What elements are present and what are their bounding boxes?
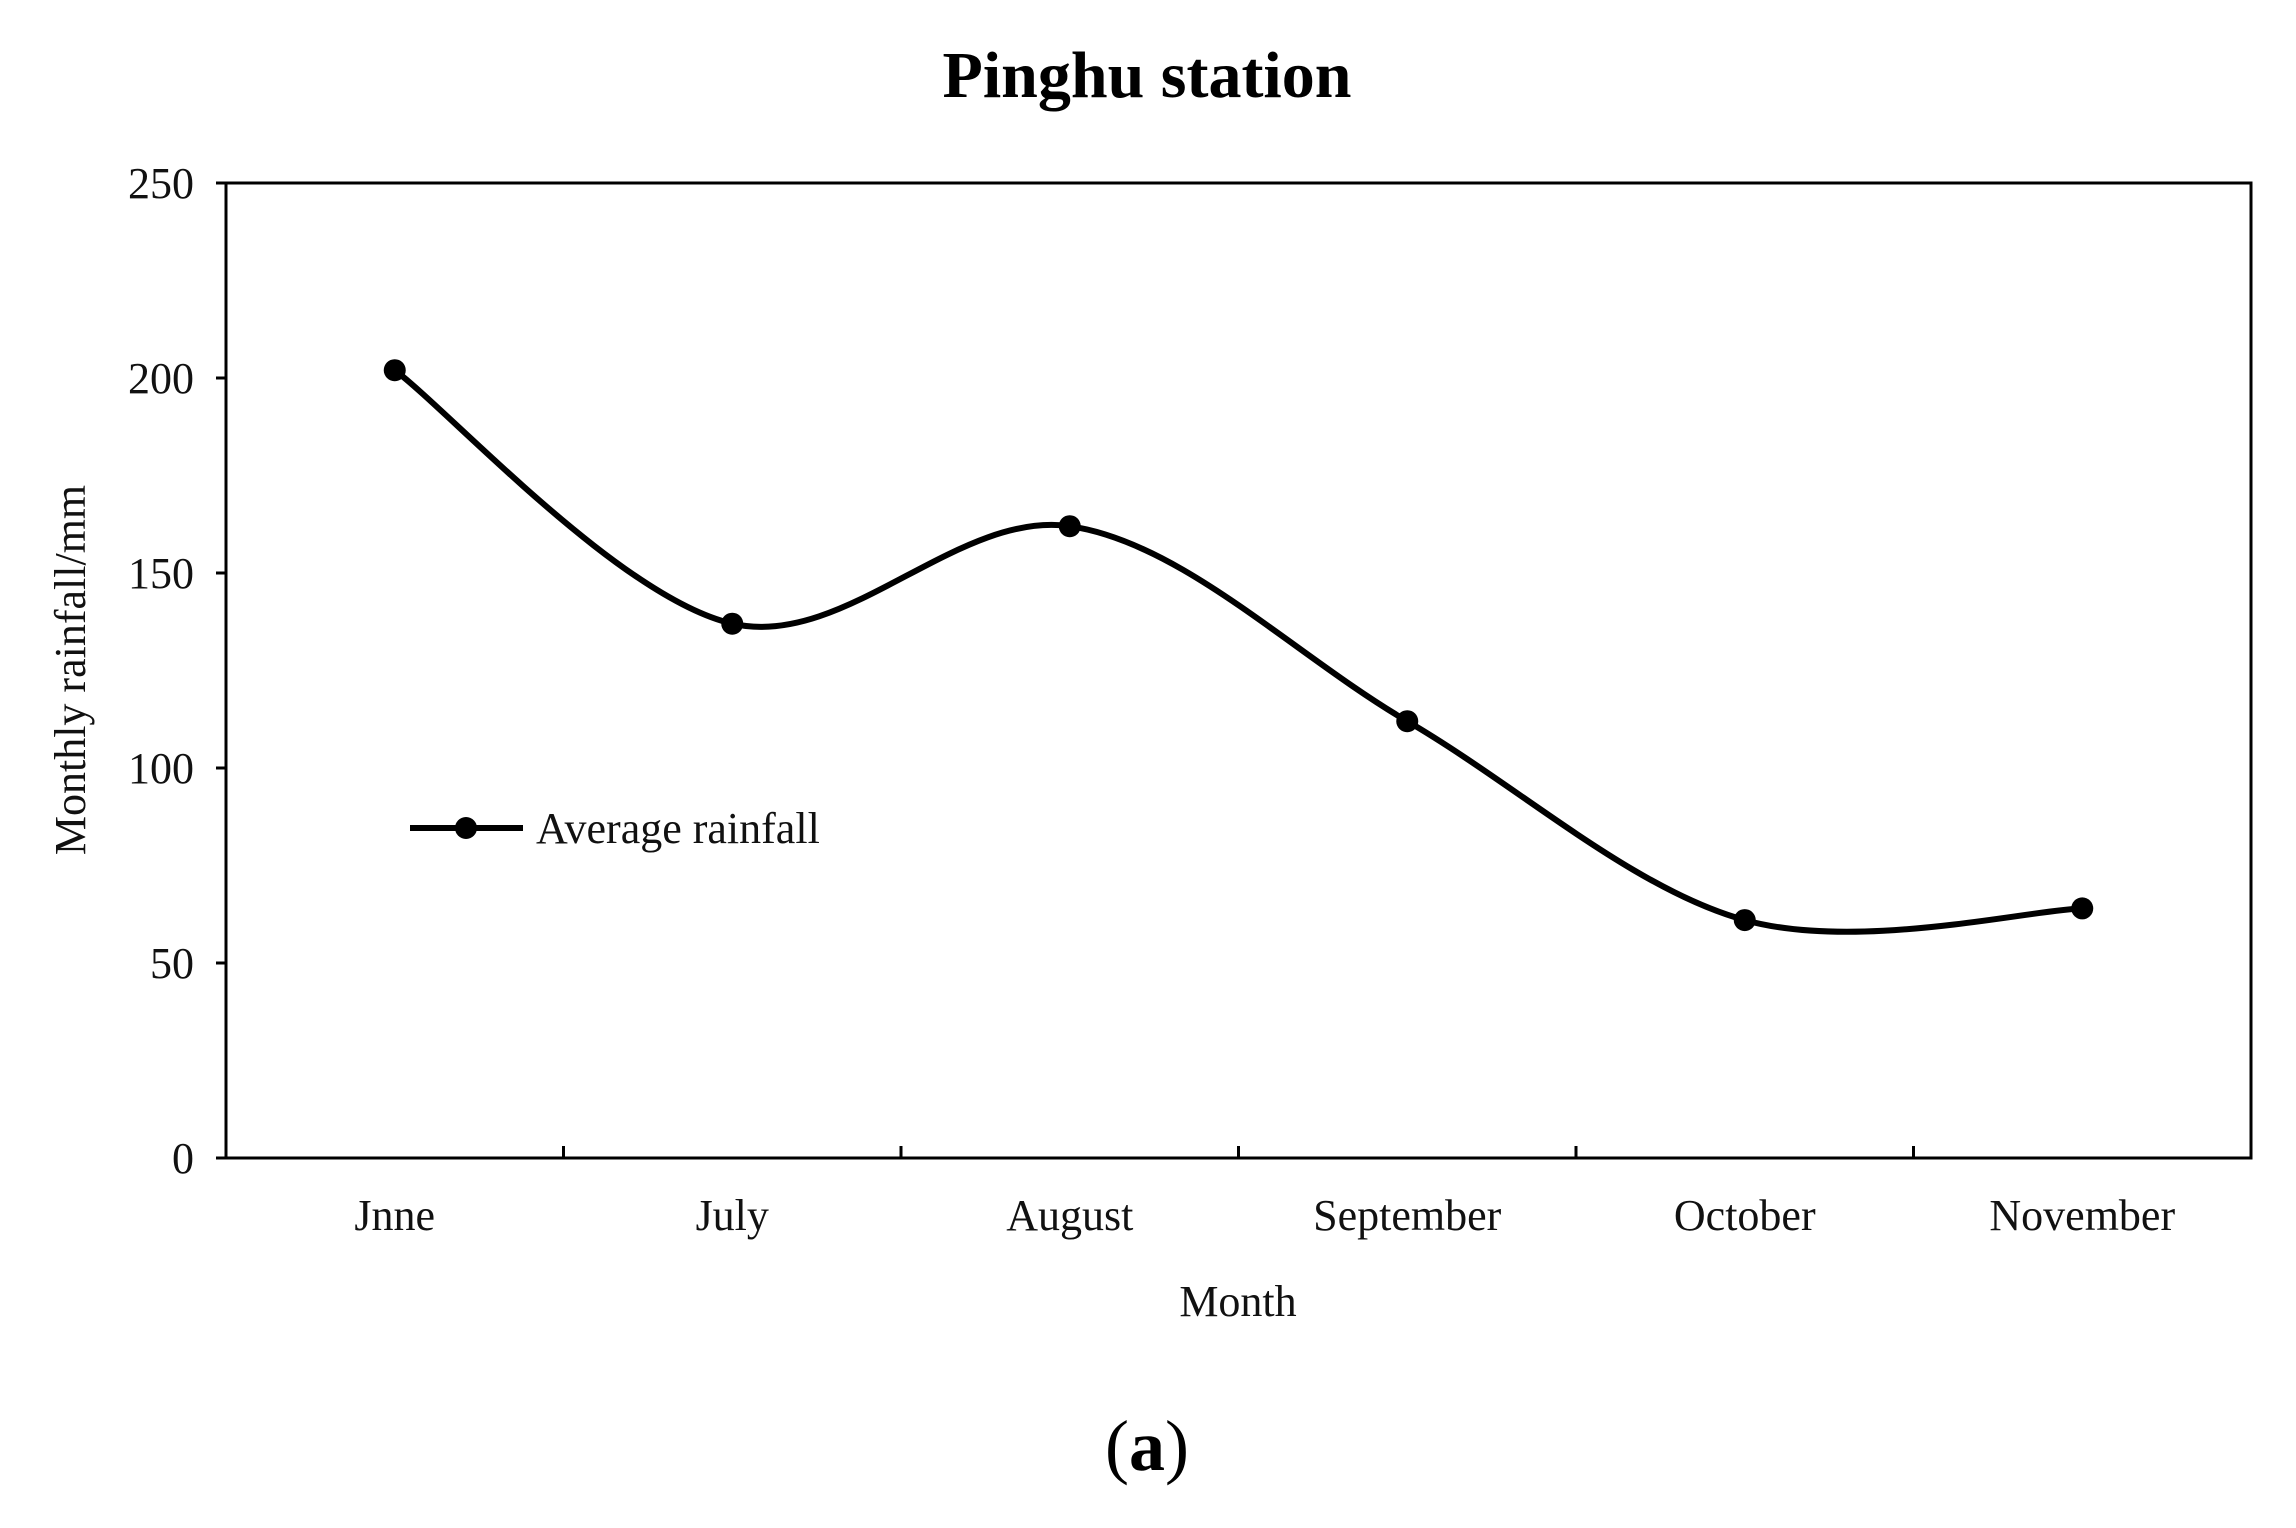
x-tick-label: October [1674,1191,1816,1240]
legend-marker [455,817,477,839]
panel-label: (a) [1105,1406,1189,1486]
chart-title: Pinghu station [943,39,1352,112]
y-axis: 0 50 100 150 200 250 [128,159,226,1183]
panel-label-letter: a [1129,1406,1165,1486]
panel-label-open: ( [1105,1406,1129,1486]
x-tick-label: Jnne [354,1191,435,1240]
y-tick-label: 150 [128,549,194,598]
x-axis: Jnne July August September October November [354,1146,2175,1240]
data-point-july [721,612,744,635]
x-tick-label: November [1989,1191,2175,1240]
x-axis-title: Month [1179,1277,1296,1326]
y-axis-title: Monthly rainfall/mm [46,485,95,855]
x-tick-label: August [1006,1191,1133,1240]
x-tick-label: July [696,1191,769,1240]
plot-area-frame [224,181,2253,1160]
y-tick-label: 100 [128,744,194,793]
data-point-september [1396,710,1419,733]
y-tick-label: 250 [128,159,194,208]
legend: Average rainfall [410,804,820,853]
panel-label-close: ) [1165,1406,1189,1486]
legend-label: Average rainfall [536,804,820,853]
series-markers [383,359,2094,932]
y-tick-label: 0 [172,1134,194,1183]
y-tick-label: 200 [128,354,194,403]
series-line-average-rainfall [391,367,2086,935]
data-point-august [1058,515,1081,538]
data-point-october [1733,909,1756,932]
x-tick-label: September [1313,1191,1502,1240]
data-point-jnne [383,359,406,382]
data-point-november [2071,897,2094,920]
y-tick-label: 50 [150,939,194,988]
